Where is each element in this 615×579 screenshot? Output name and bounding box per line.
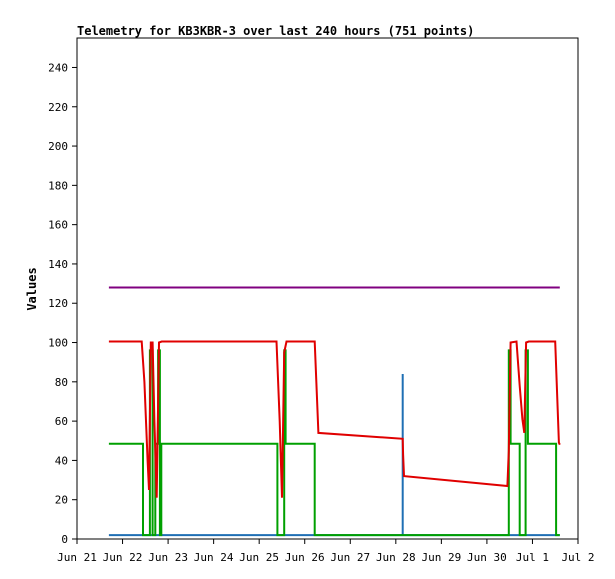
y-tick-label: 200: [48, 140, 68, 153]
x-tick-label: Jun 23: [148, 551, 188, 564]
x-tick-label: Jun 24: [194, 551, 234, 564]
x-tick-label: Jun 25: [239, 551, 279, 564]
y-tick-label: 140: [48, 258, 68, 271]
y-tick-label: 40: [55, 454, 68, 467]
x-tick-label: Jun 27: [330, 551, 370, 564]
x-tick-label: Jun 29: [421, 551, 461, 564]
y-tick-label: 80: [55, 376, 68, 389]
x-tick-label: Jul 1: [516, 551, 549, 564]
y-tick-label: 100: [48, 337, 68, 350]
x-tick-label: Jun 21: [57, 551, 97, 564]
tick-layer: 0 20 40 60 80 100 120 140 160 180 200 220 240 Jun 21 J…: [48, 61, 594, 564]
y-tick-label: 240: [48, 61, 68, 74]
series-layer: [108, 286, 561, 537]
series-line-2: [108, 349, 560, 537]
x-tick-label: Jun 26: [285, 551, 325, 564]
y-axis-label: Values: [25, 267, 39, 310]
x-tick-label: Jun 28: [376, 551, 416, 564]
x-tick-label: Jun 30: [467, 551, 507, 564]
y-tick-label: 20: [55, 494, 68, 507]
x-tick-label: Jun 22: [103, 551, 143, 564]
y-tick-label: 120: [48, 297, 68, 310]
chart-title: Telemetry for KB3KBR-3 over last 240 hou…: [77, 24, 474, 38]
y-tick-label: 180: [48, 179, 68, 192]
plot-frame: [76, 37, 579, 540]
y-tick-label: 0: [61, 533, 68, 546]
series-line-3: [108, 340, 561, 498]
y-tick-label: 60: [55, 415, 68, 428]
y-tick-label: 220: [48, 101, 68, 114]
x-tick-label: Jul 2: [561, 551, 594, 564]
y-tick-label: 160: [48, 219, 68, 232]
